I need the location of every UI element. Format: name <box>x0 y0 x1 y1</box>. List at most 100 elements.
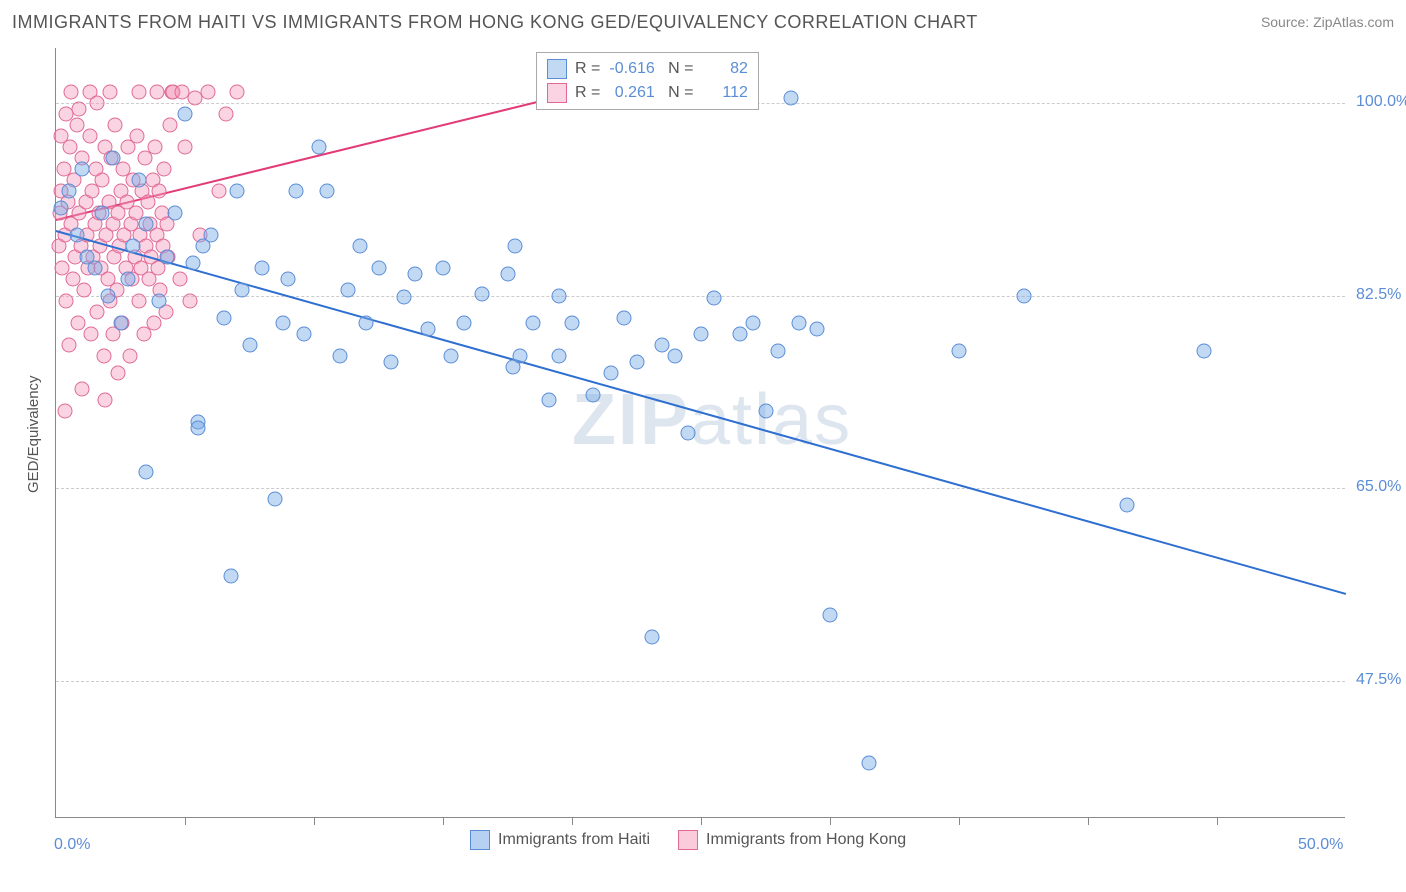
data-point <box>149 85 164 100</box>
data-point <box>513 349 528 364</box>
data-point <box>157 162 172 177</box>
data-point <box>54 129 69 144</box>
data-point <box>224 569 239 584</box>
gridline <box>56 681 1345 682</box>
data-point <box>72 101 87 116</box>
data-point <box>694 327 709 342</box>
data-point <box>130 129 145 144</box>
data-point <box>255 261 270 276</box>
data-point <box>384 354 399 369</box>
data-point <box>82 129 97 144</box>
data-point <box>131 294 146 309</box>
data-point <box>103 85 118 100</box>
data-point <box>148 140 163 155</box>
data-point <box>70 316 85 331</box>
x-tick <box>185 817 186 825</box>
data-point <box>288 184 303 199</box>
data-point <box>732 327 747 342</box>
data-point <box>332 349 347 364</box>
data-point <box>175 85 190 100</box>
data-point <box>745 316 760 331</box>
data-point <box>629 354 644 369</box>
data-point <box>644 629 659 644</box>
data-point <box>242 338 257 353</box>
data-point <box>69 118 84 133</box>
y-axis-title: GED/Equivalency <box>25 375 42 493</box>
data-point <box>340 283 355 298</box>
data-point <box>58 404 73 419</box>
data-point <box>358 316 373 331</box>
trend-line <box>56 230 1347 595</box>
chart-source: Source: ZipAtlas.com <box>1261 14 1394 30</box>
legend-label: Immigrants from Hong Kong <box>706 831 906 849</box>
data-point <box>140 195 155 210</box>
gridline <box>56 488 1345 489</box>
data-point <box>64 85 79 100</box>
data-point <box>90 96 105 111</box>
data-point <box>139 464 154 479</box>
data-point <box>178 140 193 155</box>
data-point <box>268 492 283 507</box>
data-point <box>172 272 187 287</box>
data-point <box>90 305 105 320</box>
data-point <box>185 255 200 270</box>
chart-legend: Immigrants from Haiti Immigrants from Hon… <box>470 830 906 850</box>
x-tick <box>1088 817 1089 825</box>
legend-swatch <box>678 830 698 850</box>
x-tick <box>572 817 573 825</box>
data-point <box>167 206 182 221</box>
gridline <box>56 296 1345 297</box>
data-point <box>952 343 967 358</box>
data-point <box>668 349 683 364</box>
data-point <box>500 266 515 281</box>
data-point <box>474 287 489 302</box>
data-point <box>74 382 89 397</box>
data-point <box>603 365 618 380</box>
data-point <box>201 85 216 100</box>
data-point <box>585 387 600 402</box>
x-tick <box>443 817 444 825</box>
data-point <box>87 261 102 276</box>
watermark: ZIPatlas <box>572 379 852 461</box>
data-point <box>110 365 125 380</box>
data-point <box>229 85 244 100</box>
data-point <box>216 310 231 325</box>
data-point <box>126 239 141 254</box>
data-point <box>810 321 825 336</box>
data-point <box>131 173 146 188</box>
x-tick <box>1217 817 1218 825</box>
data-point <box>655 338 670 353</box>
stats-text: R = -0.616 N = 82 <box>575 57 748 81</box>
x-axis-label: 50.0% <box>1298 836 1343 854</box>
data-point <box>771 343 786 358</box>
data-point <box>121 272 136 287</box>
data-point <box>59 294 74 309</box>
data-point <box>122 349 137 364</box>
data-point <box>162 118 177 133</box>
data-point <box>681 426 696 441</box>
legend-label: Immigrants from Haiti <box>498 831 650 849</box>
data-point <box>397 289 412 304</box>
data-point <box>234 283 249 298</box>
data-point <box>83 327 98 342</box>
data-point <box>183 294 198 309</box>
data-point <box>1016 288 1031 303</box>
data-point <box>420 321 435 336</box>
y-tick-label: 100.0% <box>1356 93 1406 111</box>
data-point <box>159 250 174 265</box>
data-point <box>784 90 799 105</box>
data-point <box>203 228 218 243</box>
data-point <box>706 290 721 305</box>
data-point <box>1119 497 1134 512</box>
data-point <box>353 239 368 254</box>
data-point <box>552 349 567 364</box>
data-point <box>552 288 567 303</box>
data-point <box>526 316 541 331</box>
data-point <box>100 288 115 303</box>
data-point <box>229 184 244 199</box>
data-point <box>74 162 89 177</box>
data-point <box>61 338 76 353</box>
chart-title: IMMIGRANTS FROM HAITI VS IMMIGRANTS FROM… <box>12 12 978 33</box>
series-swatch <box>547 59 567 79</box>
data-point <box>823 607 838 622</box>
